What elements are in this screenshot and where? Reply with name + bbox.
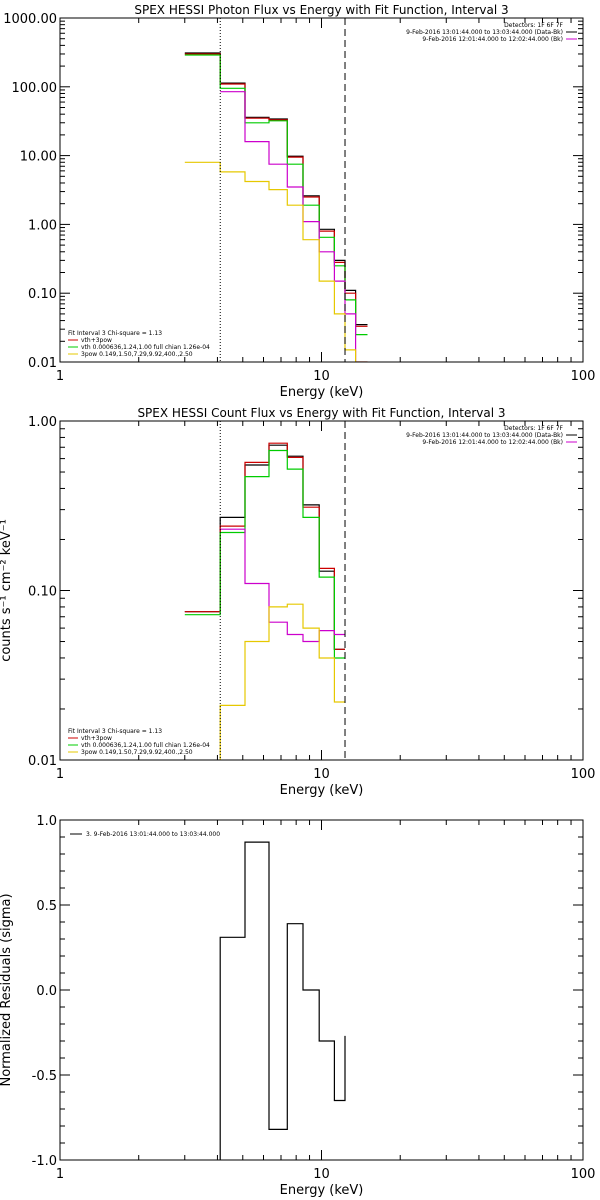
series-1-step-line (184, 442, 345, 650)
y-tick-label: 1.00 (28, 415, 57, 430)
legend-entry: Detectors: 1F 6F 7F (504, 22, 563, 29)
y-tick-label: 1.00 (28, 218, 57, 233)
axes-frame (59, 420, 584, 761)
legend-entry: vth 0.000636,1.24,1.00 full chian 1.26e-… (81, 344, 210, 351)
series-0-step-line (219, 841, 346, 1160)
y-tick-label: 1000.00 (3, 12, 57, 27)
series-2-step-line (184, 54, 368, 336)
y-tick-label: 0.01 (28, 356, 57, 371)
legend-entry: Fit Interval 3 Chi-square = 1.13 (68, 728, 162, 735)
x-tick-label: 1 (56, 369, 64, 384)
x-tick-label: 100 (571, 369, 596, 384)
x-axis-label: Energy (keV) (280, 385, 364, 400)
y-tick-label: 10.00 (20, 150, 57, 165)
residuals-panel: 1 10 100 1.0 0.5 0.0 -0.5 -1.0 Energy (keV) Norma… (0, 814, 595, 1198)
legend-entry: Detectors: 1F 6F 7F (504, 425, 563, 432)
x-tick-label: 10 (313, 369, 330, 384)
series-group (184, 52, 368, 362)
x-tick-label: 1 (56, 767, 64, 782)
y-tick-label: 0.01 (28, 754, 57, 769)
legend-entry: 3pow 0.149,1.50,7.29,9.92,400.,2.50 (81, 351, 193, 358)
y-tick-label: 100.00 (12, 81, 58, 96)
axes-frame (59, 17, 584, 363)
y-tick-label: 0.10 (28, 287, 57, 302)
chart-title: SPEX HESSI Photon Flux vs Energy with Fi… (134, 3, 508, 17)
y-tick-label: -0.5 (32, 1069, 57, 1084)
legend-entry: 9-Feb-2016 13:01:44.000 to 13:03:44.000 … (406, 29, 563, 36)
legend-entry: 3. 9-Feb-2016 13:01:44.000 to 13:03:44.0… (86, 831, 220, 838)
series-3-step-line (220, 91, 368, 362)
y-tick-label: -1.0 (32, 1154, 57, 1169)
x-axis-label: Energy (keV) (280, 783, 364, 798)
legend-entry: vth+3pow (81, 337, 112, 344)
legend-entry: vth+3pow (81, 735, 112, 742)
series-4-step-line (219, 603, 345, 760)
x-tick-label: 100 (571, 1167, 596, 1182)
legend-entry: vth 0.000636,1.24,1.00 full chian 1.26e-… (81, 742, 210, 749)
legend-entry: 9-Feb-2016 12:01:44.000 to 12:02:44.000 … (422, 36, 563, 43)
series-2-step-line (184, 449, 345, 659)
axes-frame (59, 819, 584, 1161)
photon-flux-panel: SPEX HESSI Photon Flux vs Energy with Fi… (3, 3, 595, 400)
series-group (219, 841, 346, 1160)
chart-title: SPEX HESSI Count Flux vs Energy with Fit… (137, 406, 505, 420)
legend-entry: 3pow 0.149,1.50,7.29,9.92,400.,2.50 (81, 749, 193, 756)
x-axis-label: Energy (keV) (280, 1183, 364, 1198)
legend-entry: Fit Interval 3 Chi-square = 1.13 (68, 330, 162, 337)
series-3-step-line (220, 528, 345, 643)
x-tick-label: 10 (313, 767, 330, 782)
y-tick-label: 0.10 (28, 585, 57, 600)
series-group (184, 442, 345, 760)
count-flux-panel: SPEX HESSI Count Flux vs Energy with Fit… (0, 406, 595, 798)
y-axis-label: Normalized Residuals (sigma) (0, 893, 14, 1086)
y-tick-label: 0.5 (36, 899, 57, 914)
x-tick-label: 100 (571, 767, 596, 782)
y-axis-label: counts s⁻¹ cm⁻² keV⁻¹ (0, 519, 14, 662)
legend-entry: 9-Feb-2016 13:01:44.000 to 13:03:44.000 … (406, 432, 563, 439)
legend-entry: 9-Feb-2016 12:01:44.000 to 12:02:44.000 … (422, 439, 563, 446)
x-tick-label: 10 (313, 1167, 330, 1182)
y-tick-label: 1.0 (36, 814, 57, 829)
x-tick-label: 1 (56, 1167, 64, 1182)
series-0-step-line (184, 444, 345, 650)
y-tick-label: 0.0 (36, 984, 57, 999)
series-0-step-line (184, 52, 368, 326)
